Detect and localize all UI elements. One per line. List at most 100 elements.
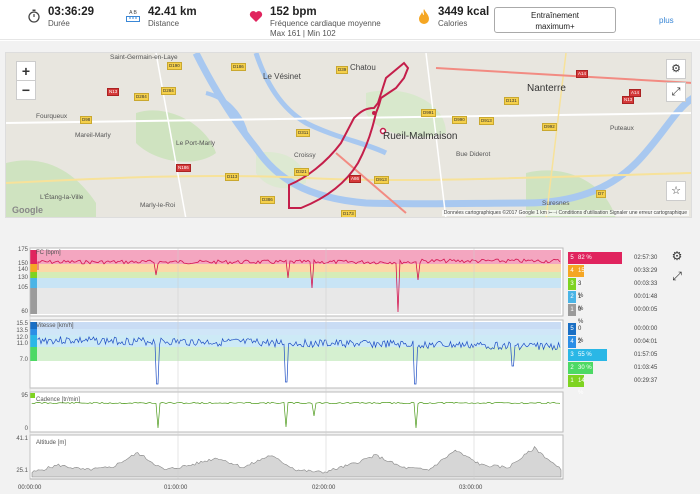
chart-fullscreen-icon[interactable]: ⤢ [672,269,682,283]
route-map[interactable]: Saint-Germain-en-Laye Chatou Le Vésinet … [5,52,692,218]
speed-zone-number: 1 [568,375,576,387]
map-label-bue: Bue Diderot [456,151,491,158]
map-label-nanterre: Nanterre [527,83,566,94]
altitude-tick: 41.1 [16,436,28,442]
road-badge: D284 [161,87,176,95]
hr-zone-time: 00:33:29 [634,268,658,274]
duration-value: 03:36:29 [48,6,95,18]
calories-label: Calories [438,19,468,28]
x-tick: 03:00:00 [459,485,483,491]
map-credit[interactable]: Données cartographiques ©2017 Google 1 k… [441,210,689,216]
map-label-puteaux: Puteaux [610,125,634,132]
training-button-line1: Entraînement [530,11,580,20]
hr-zone-number: 1 [568,304,576,316]
hr-zone-number: 4 [568,265,576,277]
map-label-etang: L'Étang-la-Ville [40,194,84,201]
speed-zone-number: 4 [568,336,576,348]
map-settings-gear-icon[interactable]: ⚙ [666,59,686,79]
heart-rate-maxmin: Max 161 | Min 102 [270,29,336,38]
hr-zone-row-1: 10 % 00:00:05 [568,304,664,325]
hr-zone-row-4: 4 15 % 00:33:29 [568,265,664,286]
zoom-out-button[interactable]: − [16,80,36,100]
map-label-saint-germain: Saint-Germain-en-Laye [110,54,178,61]
hr-tick: 130 [17,275,28,281]
heart-rate-value: 152 bpm [270,6,317,18]
distance-stat: A B 42.41 km Distance [124,6,197,29]
zoom-in-button[interactable]: + [16,61,36,81]
road-badge: D913 [479,117,494,125]
hr-zone-number: 5 [568,252,576,264]
map-label-marly: Marly-le-Roi [140,202,176,209]
flame-icon [416,8,432,24]
hr-zone-percent: 0 % [578,307,583,325]
duration-stat: 03:36:29 Durée [26,6,94,29]
map-label-chatou: Chatou [350,63,376,72]
map-label-le-vesinet: Le Vésinet [263,72,301,81]
speed-zone-time: 01:03:45 [634,365,658,371]
speed-zone-time: 00:29:37 [634,378,658,384]
road-badge: D131 [504,97,519,105]
stopwatch-icon [26,8,42,24]
road-badge: D39 [336,66,349,74]
cadence-tick: 95 [21,393,28,399]
distance-label: Distance [148,19,180,28]
hr-zone-number: 3 [568,278,576,290]
heart-icon [248,8,264,24]
speed-zone-percent: 14 % [576,375,585,396]
map-label-rueil: Rueil-Malmaison [383,131,458,142]
map-label-fourqueux: Fourqueux [36,113,68,120]
map-fullscreen-icon[interactable]: ⤢ [666,82,686,102]
road-badge: D992 [542,123,557,131]
hr-zone-percent: 1 % [578,294,583,312]
speed-zone-time: 00:04:01 [634,339,658,345]
training-button-line2: maximum+ [535,22,575,31]
hr-chart-title: FC [bpm] [36,250,61,256]
speed-zone-row-1: 1 14 % 00:29:37 [568,375,664,396]
chart-settings-gear-icon[interactable]: ⚙ [671,249,683,263]
hr-zone-time: 02:57:30 [634,255,658,261]
speed-zone-percent: 30 % [576,362,593,374]
hr-tick: 105 [17,285,28,291]
speed-zone-row-4: 42 % 00:04:01 [568,336,664,357]
speed-zone-row-5: 50 % 00:00:00 [568,323,664,344]
road-badge: A14 [576,70,589,78]
map-label-croissy: Croissy [294,152,316,159]
hr-zone-row-2: 21 % 00:01:48 [568,291,664,312]
plus-link[interactable]: plus [659,16,674,25]
road-badge: D186 [231,63,246,71]
hr-tick: 175 [17,247,28,253]
hr-tick: 140 [17,267,28,273]
duration-label: Durée [48,19,70,28]
speed-tick: 7.0 [19,357,28,363]
distance-ab-label: A B [129,10,137,16]
training-button[interactable]: Entraînement maximum+ [494,7,616,33]
road-badge: D991 [421,109,436,117]
road-badge: D990 [452,116,467,124]
map-canvas [6,53,691,217]
hr-zone-time: 00:03:33 [634,281,658,287]
distance-value: 42.41 km [148,6,197,18]
speed-tick: 11.0 [16,341,28,347]
road-badge: N186 [176,164,191,172]
map-star-icon[interactable]: ☆ [666,181,686,201]
x-tick: 01:00:00 [164,485,188,491]
road-badge: A14 [629,89,642,97]
speed-tick: 12.0 [16,335,28,341]
speed-tick: 13.5 [16,328,28,334]
road-badge: D321 [294,168,309,176]
speed-zone-percent: 0 % [578,326,583,344]
google-logo: Google [12,205,43,215]
road-badge: D7 [596,190,606,198]
heart-rate-label: Fréquence cardiaque moyenne [270,19,381,28]
heart-rate-stat: 152 bpm Fréquence cardiaque moyenne Max … [248,6,381,39]
speed-zone-number: 2 [568,362,576,374]
road-badge: N13 [622,96,635,104]
road-badge: D173 [341,210,356,217]
altitude-chart-title: Altitude [m] [36,440,67,446]
cadence-tick: 0 [24,426,28,432]
speed-zone-number: 3 [568,349,576,361]
road-badge: A86 [349,175,362,183]
speed-zone-percent: 2 % [578,339,583,357]
calories-value: 3449 kcal [438,6,490,18]
calories-stat: 3449 kcal Calories [416,6,489,29]
